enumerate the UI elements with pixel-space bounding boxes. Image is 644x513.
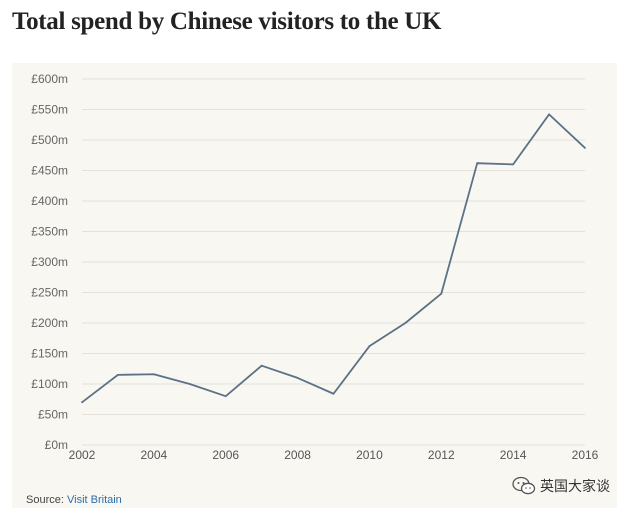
data-point: [224, 395, 227, 398]
data-point: [476, 162, 479, 165]
y-tick-label: £0m: [45, 438, 68, 452]
wechat-icon: [512, 476, 536, 495]
data-point: [188, 383, 191, 385]
x-tick-label: 2016: [572, 448, 599, 462]
chart-title: Total spend by Chinese visitors to the U…: [12, 8, 442, 35]
grid-lines: [82, 78, 585, 446]
y-tick-label: £400m: [31, 194, 68, 208]
line-chart: £0m £50m £100m £150m £200m £250m £300m £350m £40…: [31, 72, 599, 462]
series-line: [81, 113, 586, 404]
x-tick-label: 2006: [212, 448, 239, 462]
y-tick-label: £100m: [31, 377, 68, 391]
source-label: Source:: [26, 494, 64, 506]
source-note: Source: Visit Britain: [26, 494, 122, 506]
x-tick-label: 2004: [141, 448, 168, 462]
watermark-text: 英国大家谈: [540, 478, 610, 494]
x-axis-ticks: 2002 2004 2006 2008 2010 2012 2014 2016: [69, 448, 599, 462]
y-tick-label: £200m: [31, 316, 68, 330]
y-tick-label: £300m: [31, 255, 68, 269]
data-point: [548, 113, 550, 116]
y-tick-label: £150m: [31, 347, 68, 361]
data-point: [152, 373, 155, 376]
source-link[interactable]: Visit Britain: [66, 494, 122, 506]
data-point: [404, 322, 407, 324]
y-tick-label: £350m: [31, 225, 68, 239]
x-tick-label: 2008: [284, 448, 311, 462]
y-axis-ticks: £0m £50m £100m £150m £200m £250m £300m £350m £40…: [31, 72, 68, 452]
x-tick-label: 2010: [356, 448, 383, 462]
y-tick-label: £500m: [31, 133, 68, 147]
x-tick-label: 2002: [69, 448, 96, 462]
series-layer: [81, 113, 586, 404]
data-point: [332, 392, 335, 395]
data-point: [440, 292, 443, 295]
data-point: [81, 401, 83, 404]
data-point: [260, 364, 263, 367]
y-tick-label: £50m: [38, 408, 68, 422]
watermark: 英国大家谈: [512, 476, 610, 496]
data-point: [296, 377, 299, 379]
y-tick-label: £550m: [31, 103, 68, 117]
data-point: [117, 373, 119, 376]
y-tick-label: £600m: [31, 72, 68, 86]
y-tick-label: £450m: [31, 164, 68, 178]
data-point: [368, 345, 371, 348]
x-tick-label: 2012: [428, 448, 455, 462]
chart-panel: £0m £50m £100m £150m £200m £250m £300m £350m £40…: [12, 63, 617, 508]
y-tick-label: £250m: [31, 286, 68, 300]
x-tick-label: 2014: [500, 448, 527, 462]
data-point: [512, 163, 515, 166]
data-point: [584, 147, 586, 149]
